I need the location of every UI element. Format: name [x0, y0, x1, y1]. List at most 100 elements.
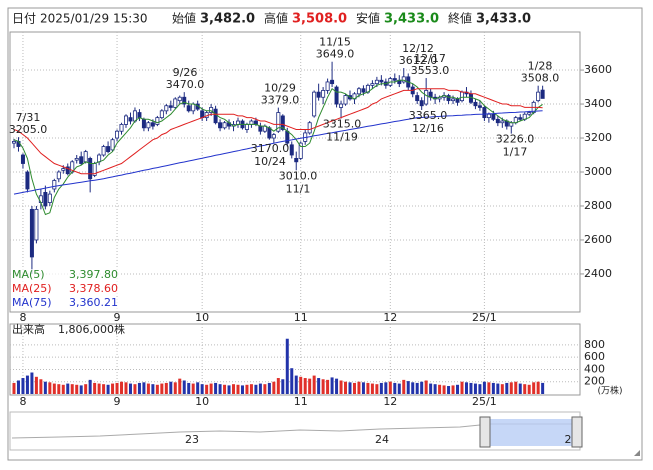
- volume-bar: [79, 385, 83, 394]
- candle-body: [446, 95, 451, 102]
- x-tick-label: 8: [19, 311, 26, 324]
- candle-body: [146, 122, 151, 129]
- volume-bar: [196, 382, 200, 394]
- ma-line: [13, 88, 543, 175]
- candle-body: [101, 146, 106, 156]
- close: 3,433.0: [476, 12, 531, 27]
- low-date: 10/24: [254, 155, 286, 168]
- candle-body: [88, 158, 93, 180]
- candle-body: [392, 78, 397, 81]
- volume-bar: [299, 376, 303, 394]
- candle-body: [155, 117, 160, 125]
- candle-body: [370, 83, 375, 86]
- close-label: 終値: [448, 11, 472, 26]
- y-tick-label: 3200: [584, 131, 612, 144]
- volume-bar: [433, 384, 437, 394]
- navigator[interactable]: 23 24 2: [9, 411, 583, 451]
- candle-body: [222, 122, 227, 129]
- y-tick-label: 2600: [584, 233, 612, 246]
- candle-body: [200, 110, 205, 119]
- volume-bar: [102, 384, 106, 394]
- candle-body: [218, 122, 223, 129]
- volume-bar: [66, 383, 70, 394]
- volume-bar: [397, 383, 401, 394]
- candle-body: [164, 105, 169, 112]
- open-label: 始値: [172, 11, 196, 26]
- candle-body: [97, 154, 102, 163]
- volume-bar: [379, 382, 383, 394]
- volume-bar: [249, 384, 253, 394]
- high-label: 高値: [264, 11, 288, 26]
- legend-value: 3,378.60: [69, 282, 118, 295]
- x-tick-label: 25/1: [472, 311, 497, 324]
- volume-bar: [164, 382, 168, 394]
- volume-bar: [52, 383, 56, 394]
- volume-bar: [339, 380, 343, 394]
- candle-body: [124, 115, 129, 125]
- candle-body: [191, 103, 196, 112]
- candle-body: [159, 110, 164, 119]
- volume-bar: [151, 384, 155, 394]
- candle-body: [11, 141, 16, 144]
- candle-body: [356, 88, 361, 95]
- volume-bar: [361, 382, 365, 394]
- candle-body: [182, 96, 187, 105]
- candle-body: [455, 98, 460, 103]
- candle-body: [424, 90, 429, 105]
- volume-bar: [43, 381, 47, 394]
- candle-body: [477, 105, 482, 108]
- high-date: 12/12: [402, 42, 434, 55]
- volume-bar: [352, 382, 356, 394]
- volume-bar: [146, 383, 150, 394]
- volume-bar: [245, 384, 249, 394]
- candle-body: [74, 158, 79, 161]
- volume-bar: [223, 384, 227, 394]
- candle-body: [339, 103, 344, 108]
- volume-bar: [402, 379, 406, 394]
- navigator-selection[interactable]: [488, 419, 574, 446]
- low-date: 11/1: [286, 182, 311, 195]
- volume-bar: [61, 384, 65, 394]
- volume-bar: [317, 378, 321, 394]
- navigator-handle-right[interactable]: [571, 416, 583, 448]
- volume-bar: [303, 378, 307, 394]
- y-tick-label: 2800: [584, 199, 612, 212]
- volume-bar: [290, 368, 294, 394]
- candle-body: [459, 91, 464, 102]
- candle-body: [173, 98, 178, 108]
- volume-bar: [294, 375, 298, 394]
- volume-bar: [509, 382, 513, 394]
- candle-body: [482, 107, 487, 119]
- volume-bar: [93, 382, 97, 394]
- candle-body: [307, 122, 312, 134]
- legend-name: MA(5): [12, 268, 45, 281]
- volume-bar: [209, 383, 213, 394]
- candle-body: [271, 134, 276, 139]
- volume-bar: [406, 381, 410, 394]
- candle-body: [119, 124, 124, 132]
- volume-bar: [321, 379, 325, 394]
- x-tick-label: 25/1: [472, 395, 497, 408]
- volume-bar: [169, 381, 173, 394]
- candle-body: [289, 144, 294, 156]
- candle-body: [276, 112, 281, 132]
- volume-bar: [25, 375, 29, 394]
- candle-body: [29, 208, 34, 258]
- navigator-handle-left[interactable]: [479, 416, 491, 448]
- candle-body: [298, 142, 303, 159]
- volume-bar: [344, 381, 348, 394]
- high-value: 3649.0: [316, 48, 355, 61]
- x-tick-label: 12: [383, 395, 397, 408]
- candle-body: [83, 151, 88, 163]
- volume-bar: [496, 383, 500, 394]
- y-tick-label: 3000: [584, 165, 612, 178]
- candle-body: [495, 118, 500, 124]
- volume-bar: [451, 385, 455, 394]
- navigator-label: 24: [375, 433, 389, 446]
- candle-body: [316, 91, 321, 98]
- volume-bar: [411, 382, 415, 394]
- candle-body: [361, 88, 366, 93]
- candle-body: [500, 120, 505, 124]
- volume-bar: [137, 382, 141, 394]
- volume-unit: (万株): [597, 385, 622, 397]
